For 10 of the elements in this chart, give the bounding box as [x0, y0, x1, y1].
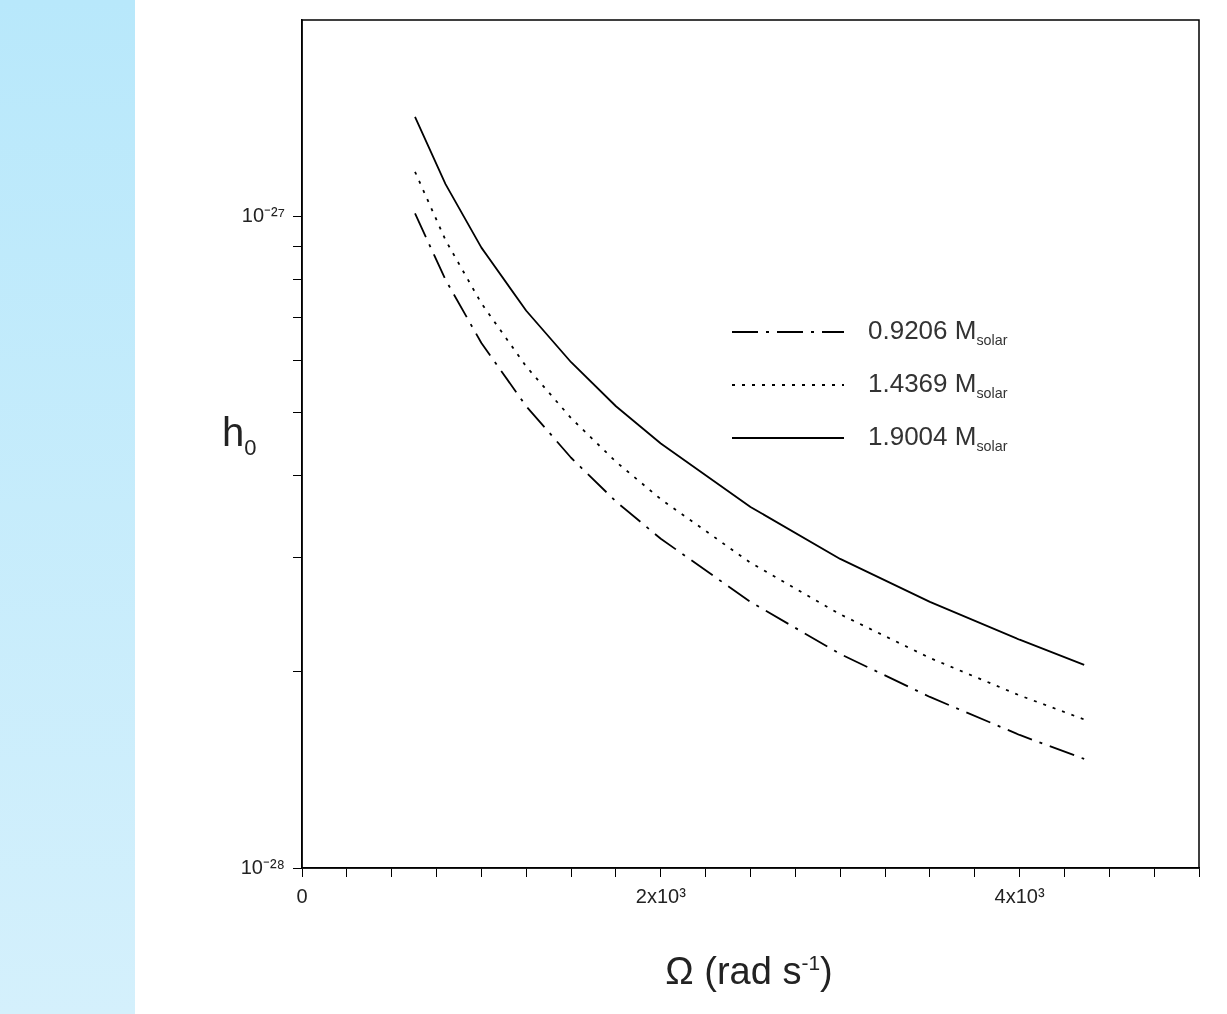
x-tick-label: 0	[296, 884, 308, 907]
legend-label: 0.9206 M$_{solar}$	[868, 314, 1008, 349]
x-axis-title: Ω (rad s$^{-1}$)	[665, 950, 833, 993]
legend-label: 1.4369 M$_{solar}$	[868, 367, 1008, 402]
x-tick-label: 4x10³	[994, 884, 1045, 907]
legend-label: 1.9004 M$_{solar}$	[868, 420, 1008, 455]
y-axis-title: h$_{0}$	[222, 410, 257, 461]
y-tick-label: 10⁻²⁷	[241, 203, 285, 226]
y-tick-label: 10⁻²⁸	[240, 855, 285, 878]
x-tick-label: 2x10³	[635, 884, 687, 907]
